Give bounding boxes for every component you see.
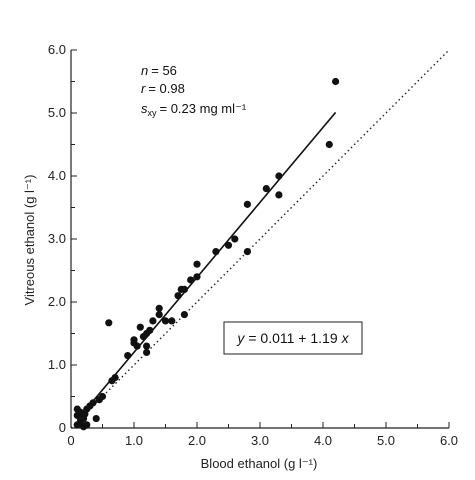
data-point <box>155 311 163 319</box>
data-point <box>325 140 333 149</box>
data-point <box>98 392 107 401</box>
stat-sxy: sxy = 0.23 mg ml⁻¹ <box>141 101 247 118</box>
data-point <box>146 326 154 334</box>
equation-box: y = 0.011 + 1.19 x <box>223 321 363 355</box>
identity-line <box>70 49 450 429</box>
stat-r: r = 0.98 <box>141 81 185 96</box>
data-point <box>262 185 270 193</box>
x-tick-label: 0 <box>67 433 74 448</box>
data-point <box>243 248 251 256</box>
y-tick-label: 2.0 <box>48 294 66 309</box>
data-point <box>155 304 163 312</box>
data-point <box>180 285 188 293</box>
regression-equation: y = 0.011 + 1.19 x <box>236 330 349 346</box>
x-tick-label: 2.0 <box>188 433 206 448</box>
y-tick-label: 5.0 <box>48 105 66 120</box>
equation-box-frame <box>223 321 363 355</box>
data-point <box>174 292 182 300</box>
data-point <box>224 241 233 249</box>
data-point <box>136 323 144 331</box>
x-tick-label: 6.0 <box>440 433 458 448</box>
data-point <box>161 317 170 325</box>
data-point <box>83 421 91 429</box>
data-point <box>105 319 113 327</box>
y-axis-title: Vitreous ethanol (g l⁻¹) <box>22 175 37 306</box>
chart-lines <box>70 49 450 429</box>
data-point <box>275 191 283 199</box>
data-point <box>168 317 176 325</box>
data-point <box>332 77 340 86</box>
tick-labels: 0 1.0 2.0 3.0 4.0 5.0 6.0 0 1.0 2.0 3.0 4.0 5.0 6.0 <box>48 42 458 448</box>
data-point <box>133 342 141 350</box>
data-point <box>187 276 195 284</box>
data-point <box>92 414 100 423</box>
x-tick-label: 3.0 <box>251 433 269 448</box>
data-point <box>231 235 239 243</box>
stat-n: n = 56 <box>141 63 177 78</box>
data-point <box>212 248 220 256</box>
data-points <box>73 77 340 431</box>
y-tick-label: 0 <box>59 420 66 435</box>
axes <box>70 49 450 429</box>
regression-line <box>76 111 337 421</box>
y-tick-label: 1.0 <box>48 357 66 372</box>
x-axis-title: Blood ethanol (g l⁻¹) <box>201 456 318 471</box>
x-tick-label: 5.0 <box>377 433 395 448</box>
data-point <box>124 351 132 360</box>
data-point <box>89 399 97 407</box>
y-tick-label: 3.0 <box>48 231 66 246</box>
x-tick-label: 4.0 <box>314 433 332 448</box>
data-point <box>243 200 251 208</box>
data-point <box>143 348 151 356</box>
data-point <box>193 260 201 268</box>
data-point <box>149 317 157 325</box>
data-point <box>180 311 188 319</box>
y-tick-label: 4.0 <box>48 168 66 183</box>
y-tick-label: 6.0 <box>48 42 66 57</box>
data-point <box>275 172 283 180</box>
data-point <box>130 336 138 344</box>
data-point <box>193 273 201 281</box>
data-point <box>111 374 119 382</box>
stats-annotation: n = 56 r = 0.98 sxy = 0.23 mg ml⁻¹ <box>141 63 247 118</box>
x-tick-label: 1.0 <box>125 433 143 448</box>
data-point <box>143 342 151 350</box>
